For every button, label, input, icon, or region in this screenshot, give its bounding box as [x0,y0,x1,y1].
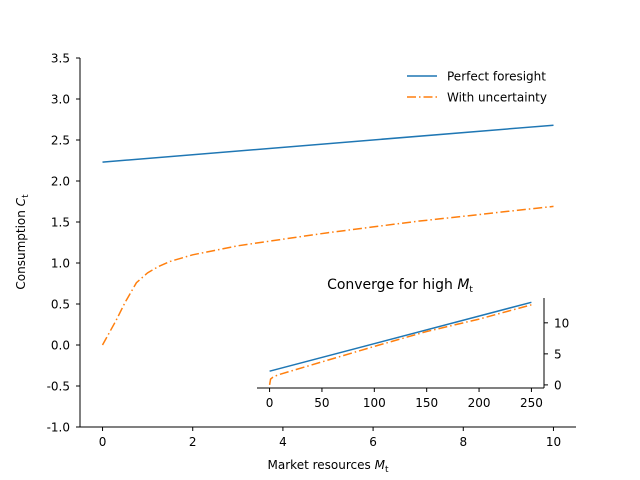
legend-label-perfect-foresight: Perfect foresight [447,70,546,84]
main-x-tick-label: 2 [189,435,197,449]
main-y-tick-label: 1.0 [51,257,70,271]
main-y-tick-label: 1.5 [51,216,70,230]
inset-series-line-with-uncertainty [268,304,532,386]
inset-background [257,298,544,388]
main-series [101,124,554,346]
x-axis-label: Market resources Mt [268,458,389,475]
main-series-line-perfect-foresight [102,124,554,163]
inset-y-ticks: 0 5 10 [544,316,569,392]
inset-series-line-perfect-foresight [269,301,532,372]
main-x-ticks: 0 2 4 6 8 10 [99,427,561,449]
main-x-tick-label: 0 [99,435,107,449]
main-y-tick-label: -1.0 [47,421,70,435]
inset-x-ticks: 0 50 100 150 200 250 [266,388,543,410]
main-x-tick-label: 6 [369,435,377,449]
inset-x-tick-label: 150 [415,396,438,410]
legend: Perfect foresight With uncertainty [407,70,547,105]
main-y-tick-label: 3.5 [51,52,70,66]
main-y-tick-label: 3.0 [51,93,70,107]
main-y-tick-label: 2.5 [51,134,70,148]
inset-title: Converge for high Mt [327,277,473,295]
legend-label-with-uncertainty: With uncertainty [447,91,547,105]
main-x-tick-label: 8 [459,435,467,449]
main-x-tick-label: 4 [279,435,287,449]
inset-y-tick-label: 5 [554,347,562,361]
main-y-tick-label: 0.0 [51,339,70,353]
inset-x-tick-label: 250 [520,396,543,410]
main-y-tick-label: 0.5 [51,298,70,312]
inset-y-tick-label: 0 [554,378,562,392]
inset-x-tick-label: 100 [363,396,386,410]
main-x-tick-label: 10 [546,435,561,449]
inset-x-tick-label: 50 [314,396,329,410]
main-y-ticks: -1.0 -0.5 0.0 0.5 1.0 1.5 2.0 2.5 3.0 3.5 [47,52,80,435]
inset-x-tick-label: 0 [266,396,274,410]
inset-axes: 0 50 100 150 200 250 0 5 10 [257,298,569,410]
inset-y-tick-label: 10 [554,316,569,330]
inset-x-tick-label: 200 [468,396,491,410]
main-y-tick-label: -0.5 [47,380,70,394]
main-y-tick-label: 2.0 [51,175,70,189]
main-series-line-with-uncertainty [101,205,554,346]
y-axis-label: Consumption Ct [14,194,31,290]
main-axes: 0 2 4 6 8 10 -1.0 -0.5 0.0 0.5 1.0 1.5 2.0 2.5 3.0 3.5 [47,52,576,449]
inset-series [268,301,532,386]
